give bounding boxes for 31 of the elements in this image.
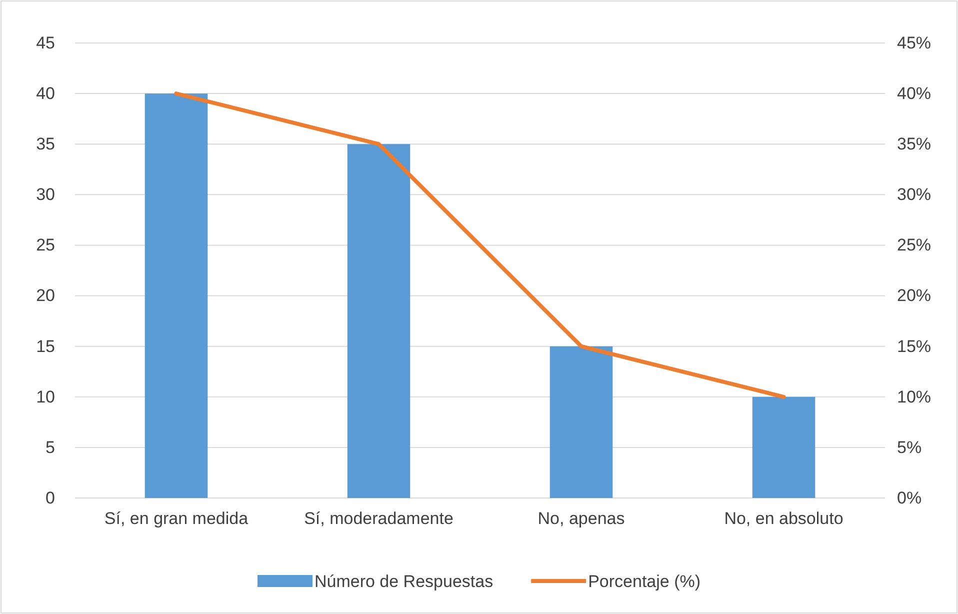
legend-label: Porcentaje (%) <box>588 572 701 591</box>
y-tick-label: 35 <box>36 134 55 154</box>
x-tick-label: No, apenas <box>538 509 625 528</box>
y-tick-label: 40 <box>36 84 55 103</box>
x-tick-label: Sí, moderadamente <box>304 509 454 528</box>
y2-tick-label: 40% <box>897 84 932 103</box>
bar <box>144 94 208 498</box>
y-tick-label: 30 <box>36 185 55 204</box>
y2-tick-label: 45% <box>897 33 932 52</box>
bar <box>752 396 816 498</box>
line-series <box>174 92 786 399</box>
y-tick-label: 10 <box>36 387 55 406</box>
y2-tick-label: 30% <box>897 185 932 204</box>
y-tick-label: 45 <box>36 33 55 52</box>
bar <box>347 144 410 498</box>
y2-tick-label: 10% <box>897 387 932 406</box>
y2-tick-label: 15% <box>897 336 932 356</box>
x-tick-label: Sí, en gran medida <box>104 509 249 528</box>
y-tick-label: 20 <box>36 286 55 306</box>
bar <box>550 346 613 498</box>
x-tick-label: No, en absoluto <box>724 509 844 528</box>
y2-tick-label: 35% <box>897 134 932 154</box>
y-tick-label: 0 <box>46 488 55 508</box>
legend-label: Número de Respuestas <box>314 572 494 591</box>
y-tick-label: 25 <box>36 236 55 255</box>
y2-tick-label: 0% <box>897 488 922 508</box>
y-tick-label: 5 <box>46 438 55 457</box>
y2-tick-label: 25% <box>897 236 932 255</box>
y-tick-label: 15 <box>36 336 55 356</box>
y2-tick-label: 5% <box>897 438 922 457</box>
y2-tick-label: 20% <box>897 286 932 306</box>
